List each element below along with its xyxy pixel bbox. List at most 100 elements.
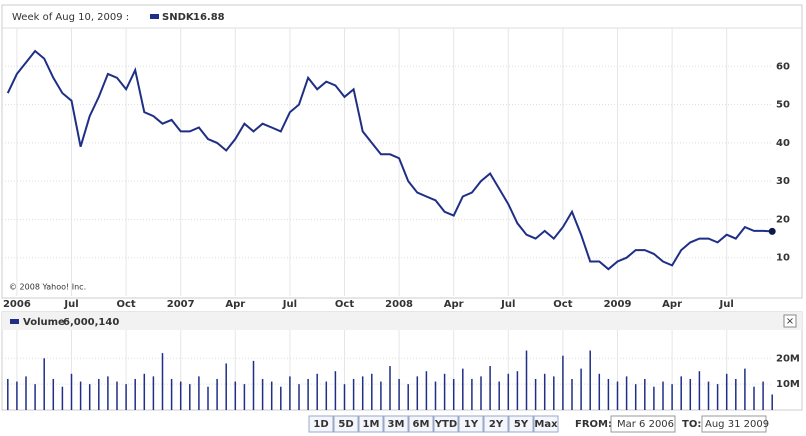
- volume-bar: [52, 378, 55, 410]
- volume-bar: [516, 371, 519, 410]
- price-panel: [1, 4, 803, 299]
- range-button[interactable]: [433, 415, 459, 433]
- range-button[interactable]: [308, 415, 334, 433]
- volume-bar: [562, 355, 564, 410]
- legend-swatch: [150, 14, 159, 19]
- close-icon[interactable]: ×: [786, 316, 794, 327]
- range-button[interactable]: [383, 415, 409, 433]
- volume-bar: [571, 378, 573, 410]
- to-value[interactable]: Aug 31 2009: [705, 419, 769, 430]
- volume-bar: [216, 378, 218, 410]
- volume-bar: [498, 381, 500, 410]
- volume-value: 6,000,140: [63, 317, 119, 328]
- to-input[interactable]: [701, 415, 767, 433]
- volume-bar: [389, 366, 391, 410]
- volume-bar: [189, 384, 191, 410]
- week-label: Week of Aug 10, 2009 :: [12, 12, 129, 23]
- range-button-label[interactable]: 6M: [413, 419, 430, 430]
- volume-bar: [525, 350, 528, 410]
- volume-bar: [116, 381, 118, 410]
- x-tick-label: 2008: [385, 299, 413, 310]
- y-tick-label: 30: [776, 176, 790, 187]
- x-tick-label: Apr: [225, 299, 245, 310]
- range-button[interactable]: [508, 415, 534, 433]
- volume-bar: [380, 381, 382, 410]
- x-tick-label: Apr: [662, 299, 682, 310]
- volume-bar: [179, 381, 182, 410]
- volume-bar: [616, 381, 619, 410]
- volume-bar: [198, 376, 200, 410]
- range-button[interactable]: [333, 415, 359, 433]
- volume-bar: [543, 373, 546, 410]
- volume-bar: [343, 384, 346, 410]
- volume-bar: [744, 368, 746, 410]
- volume-bar: [653, 386, 655, 410]
- volume-bar: [462, 368, 464, 410]
- volume-swatch: [10, 319, 19, 324]
- volume-bar: [98, 378, 100, 410]
- volume-bar: [480, 376, 482, 410]
- range-button[interactable]: [458, 415, 484, 433]
- volume-bar: [252, 360, 255, 410]
- x-tick-label: Apr: [444, 299, 464, 310]
- volume-bar: [580, 368, 582, 410]
- volume-bar: [161, 353, 164, 410]
- volume-bar: [434, 381, 437, 410]
- volume-bar: [662, 381, 664, 410]
- y-tick-label: 20: [776, 214, 790, 225]
- volume-bar: [707, 381, 710, 410]
- x-tick-label: Oct: [553, 299, 572, 310]
- volume-name: Volume: [23, 317, 65, 328]
- range-button-label[interactable]: Max: [534, 419, 558, 430]
- volume-bar: [207, 386, 209, 410]
- range-button[interactable]: [408, 415, 434, 433]
- y-tick-label: 50: [776, 100, 790, 111]
- volume-bar: [407, 384, 409, 410]
- copyright: © 2008 Yahoo! Inc.: [9, 283, 86, 292]
- y-tick-label: 10M: [776, 379, 800, 390]
- volume-bar: [680, 376, 682, 410]
- volume-bar: [716, 384, 719, 410]
- volume-bar: [698, 371, 701, 410]
- x-tick-label: Oct: [335, 299, 354, 310]
- x-tick-label: Jul: [63, 299, 78, 310]
- y-tick-label: 20M: [776, 353, 800, 364]
- range-button[interactable]: [483, 415, 509, 433]
- volume-bar: [735, 378, 737, 410]
- range-button-label[interactable]: 1D: [313, 419, 328, 430]
- volume-bar: [325, 381, 328, 410]
- volume-bar: [125, 384, 127, 410]
- volume-bar: [443, 373, 446, 410]
- from-value[interactable]: Mar 6 2006: [617, 419, 674, 430]
- volume-bar: [270, 381, 273, 410]
- last-point: [768, 227, 776, 235]
- range-button-label[interactable]: 2Y: [489, 419, 504, 430]
- volume-bar: [425, 371, 428, 410]
- volume-bar: [307, 378, 309, 410]
- volume-bar: [170, 378, 173, 410]
- x-tick-label: Jul: [719, 299, 734, 310]
- x-tick-label: 2007: [167, 299, 195, 310]
- volume-bar: [771, 394, 773, 410]
- range-button-label[interactable]: 3M: [388, 419, 405, 430]
- range-button[interactable]: [533, 415, 559, 433]
- range-button-label[interactable]: 5Y: [514, 419, 529, 430]
- volume-bar: [398, 378, 400, 410]
- close-button[interactable]: [783, 314, 797, 328]
- range-button-label[interactable]: 1Y: [464, 419, 479, 430]
- volume-bar: [7, 378, 9, 410]
- volume-bar: [70, 373, 73, 410]
- y-tick-label: 40: [776, 138, 790, 149]
- range-button-label[interactable]: 1M: [363, 419, 380, 430]
- range-button-label[interactable]: 5D: [338, 419, 353, 430]
- volume-bar: [489, 366, 491, 410]
- volume-bar: [625, 376, 628, 410]
- range-button-label[interactable]: YTD: [434, 419, 457, 430]
- volume-bar: [352, 378, 355, 410]
- volume-bar: [61, 386, 64, 410]
- from-input[interactable]: [610, 415, 676, 433]
- volume-bar: [607, 378, 610, 410]
- volume-bar: [471, 378, 473, 410]
- range-button[interactable]: [358, 415, 384, 433]
- volume-bar: [88, 384, 91, 410]
